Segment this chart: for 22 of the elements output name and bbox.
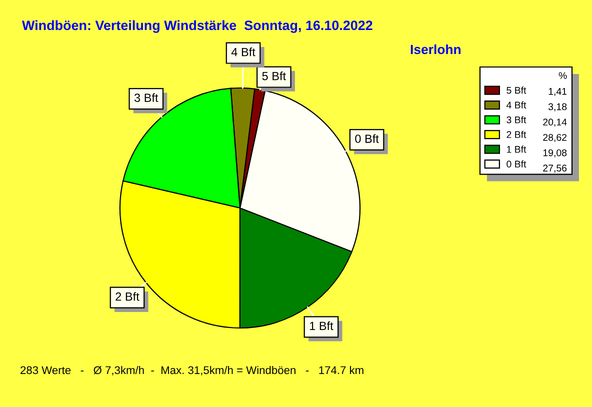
data-label: 3,18: [548, 103, 567, 112]
slice-label: 4 Bft: [231, 48, 256, 56]
data-label: 19,08: [543, 149, 567, 158]
slice-label: 2 Bft: [116, 292, 140, 301]
slice-label: 0 Bft: [355, 134, 379, 143]
chart-title: Windböen: Verteilung Windstärke Sonntag, 16.10.2022: [22, 20, 372, 33]
legend-label: 3 Bft: [506, 116, 526, 124]
legend-label: 0 Bft: [506, 160, 526, 168]
data-label: 20,14: [543, 118, 567, 127]
legend-label: 4 Bft: [506, 101, 526, 108]
data-label: 1,41: [548, 88, 567, 96]
slice-label: 5 Bft: [262, 72, 286, 80]
legend-label: 1 Bft: [506, 146, 526, 153]
data-label: 27,56: [543, 164, 567, 173]
slice-label: 3 Bft: [134, 93, 158, 102]
chart-subtitle: Iserlohn: [410, 44, 461, 54]
legend-label: 5 Bft: [506, 86, 526, 94]
slice-label: 1 Bft: [310, 321, 334, 330]
text: 283 Werte - Ø 7,3km/h - Max. 31,5km/h = Windböen - 174.7 km: [20, 366, 364, 376]
legend-label: 2 Bft: [506, 130, 526, 138]
data-label: 28,62: [543, 134, 567, 142]
legend-title: %: [558, 72, 567, 79]
